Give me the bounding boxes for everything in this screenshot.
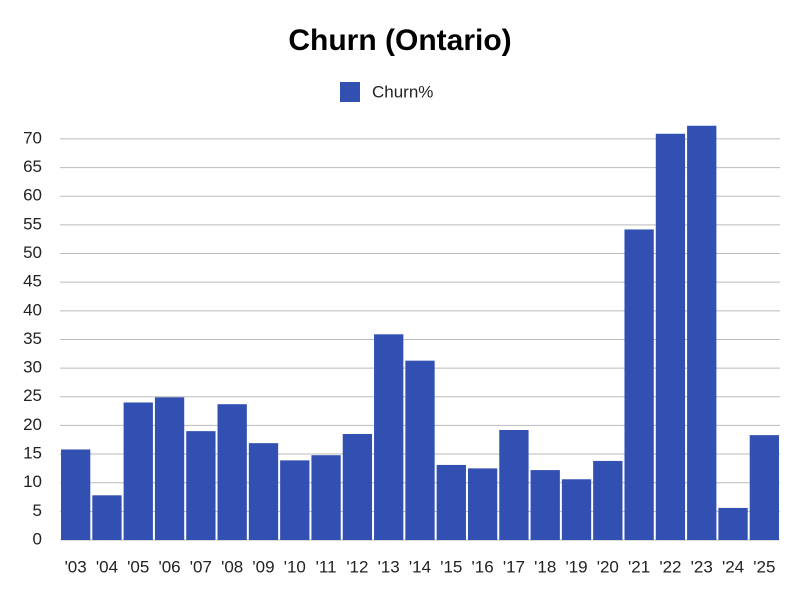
x-tick-label: '17 (503, 557, 525, 576)
x-tick-label: '21 (628, 557, 650, 576)
x-tick-label: '08 (221, 557, 243, 576)
x-tick-label: '09 (252, 557, 274, 576)
x-tick-label: '15 (440, 557, 462, 576)
x-tick-label: '23 (691, 557, 713, 576)
x-tick-label: '14 (409, 557, 431, 576)
y-tick-label: 60 (23, 186, 42, 205)
bar (749, 435, 779, 540)
y-tick-label: 25 (23, 386, 42, 405)
y-tick-label: 30 (23, 358, 42, 377)
x-tick-label: '10 (284, 557, 306, 576)
x-tick-label: '25 (753, 557, 775, 576)
y-tick-label: 65 (23, 157, 42, 176)
x-tick-label: '03 (65, 557, 87, 576)
x-tick-label: '06 (158, 557, 180, 576)
bar (530, 470, 560, 540)
x-tick-label: '05 (127, 557, 149, 576)
y-tick-label: 5 (33, 501, 42, 520)
bar (467, 468, 498, 540)
bar (61, 449, 91, 540)
y-tick-label: 70 (23, 128, 42, 147)
chart-title: Churn (Ontario) (288, 24, 511, 57)
bar (499, 429, 529, 540)
y-tick-label: 20 (23, 415, 42, 434)
bar (342, 434, 373, 540)
bar (718, 507, 748, 540)
bar (154, 397, 185, 540)
y-tick-label: 0 (33, 529, 42, 548)
x-tick-label: '18 (534, 557, 556, 576)
x-tick-label: '07 (190, 557, 212, 576)
bar (248, 443, 279, 540)
bar (374, 334, 404, 540)
bar (217, 404, 247, 540)
x-tick-label: '13 (378, 557, 400, 576)
x-tick-label: '20 (597, 557, 619, 576)
legend-swatch (340, 82, 360, 102)
y-tick-label: 40 (23, 300, 42, 319)
x-tick-label: '19 (565, 557, 587, 576)
bar (655, 133, 686, 540)
bar (687, 125, 717, 540)
y-tick-label: 45 (23, 272, 42, 291)
y-tick-label: 10 (23, 472, 42, 491)
y-tick-label: 35 (23, 329, 42, 348)
x-tick-label: '22 (659, 557, 681, 576)
y-tick-label: 15 (23, 444, 42, 463)
x-tick-label: '12 (346, 557, 368, 576)
bar (186, 431, 216, 540)
x-tick-label: '24 (722, 557, 744, 576)
y-tick-label: 50 (23, 243, 42, 262)
bar (436, 464, 466, 540)
bar (561, 479, 592, 540)
x-tick-label: '11 (316, 557, 337, 576)
x-tick-label: '04 (96, 557, 118, 576)
bar (311, 455, 341, 540)
bar (280, 460, 310, 540)
bar (92, 495, 122, 540)
bar (405, 360, 435, 540)
legend-label: Churn% (372, 82, 433, 101)
bar (593, 460, 623, 540)
y-tick-label: 55 (23, 214, 42, 233)
bar (624, 229, 654, 540)
bar (123, 402, 153, 540)
x-tick-label: '16 (472, 557, 494, 576)
